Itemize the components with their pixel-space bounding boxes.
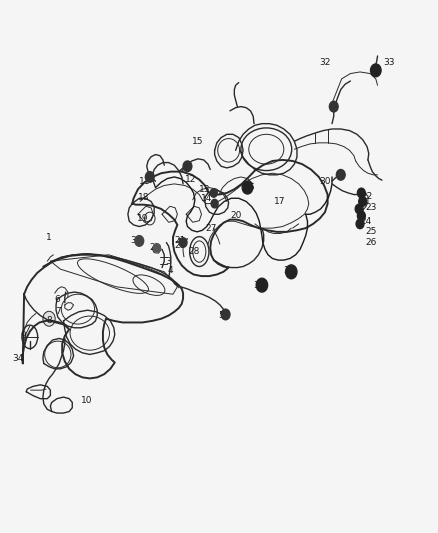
Text: 6: 6 xyxy=(54,295,60,304)
Text: 4: 4 xyxy=(167,266,173,275)
Text: 12: 12 xyxy=(185,175,196,184)
Text: 24: 24 xyxy=(360,217,371,225)
Text: 9: 9 xyxy=(20,332,26,340)
Text: 30: 30 xyxy=(319,177,331,185)
Circle shape xyxy=(145,172,154,182)
Circle shape xyxy=(179,238,187,247)
Text: 22: 22 xyxy=(361,192,373,200)
Text: 10: 10 xyxy=(81,397,92,405)
Text: 28: 28 xyxy=(188,247,199,256)
Text: 25: 25 xyxy=(366,228,377,236)
Text: 16: 16 xyxy=(244,183,255,192)
Text: 32: 32 xyxy=(319,59,331,67)
Circle shape xyxy=(286,265,297,279)
Text: 21: 21 xyxy=(175,237,186,245)
Text: 13: 13 xyxy=(199,185,211,193)
Text: 20: 20 xyxy=(231,212,242,220)
Text: 14: 14 xyxy=(201,194,212,203)
Text: 31: 31 xyxy=(283,266,295,275)
Circle shape xyxy=(371,64,381,77)
Text: 29: 29 xyxy=(175,241,186,249)
Text: 34: 34 xyxy=(254,281,265,289)
Text: 8: 8 xyxy=(46,317,53,325)
Text: 7: 7 xyxy=(55,307,61,316)
Text: 17: 17 xyxy=(274,197,285,206)
Circle shape xyxy=(135,236,144,246)
Circle shape xyxy=(357,188,365,198)
Text: 23: 23 xyxy=(366,204,377,212)
Text: 1: 1 xyxy=(46,233,52,241)
Text: 2: 2 xyxy=(150,244,155,252)
Ellipse shape xyxy=(43,311,55,326)
Circle shape xyxy=(359,197,367,206)
Text: 33: 33 xyxy=(130,237,141,245)
Circle shape xyxy=(211,199,218,208)
Circle shape xyxy=(356,219,364,229)
Circle shape xyxy=(355,204,363,214)
Text: 3: 3 xyxy=(166,257,172,265)
Text: 18: 18 xyxy=(138,193,149,201)
Text: 15: 15 xyxy=(192,137,204,146)
Circle shape xyxy=(357,211,365,221)
Text: 34: 34 xyxy=(13,354,24,362)
Text: 26: 26 xyxy=(366,238,377,247)
Circle shape xyxy=(242,181,253,194)
Text: 19: 19 xyxy=(137,214,148,223)
Circle shape xyxy=(183,161,192,172)
Circle shape xyxy=(256,278,268,292)
Circle shape xyxy=(153,244,160,252)
Text: 11: 11 xyxy=(139,177,150,185)
Text: 27: 27 xyxy=(205,224,217,232)
Circle shape xyxy=(221,309,230,320)
Circle shape xyxy=(329,101,338,112)
Circle shape xyxy=(336,169,345,180)
Text: 33: 33 xyxy=(383,59,395,67)
Text: 5: 5 xyxy=(218,311,224,320)
Circle shape xyxy=(210,189,217,197)
